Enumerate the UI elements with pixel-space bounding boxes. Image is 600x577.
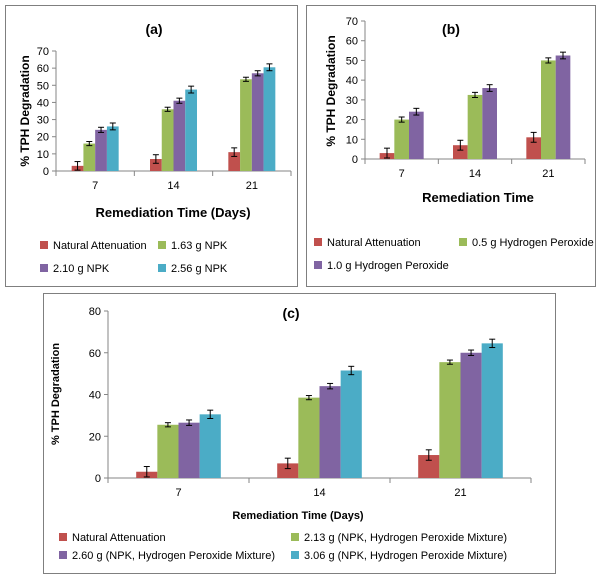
x-tick-label: 7	[92, 180, 98, 192]
chart-title: (c)	[282, 305, 299, 321]
bar-natural-14	[150, 159, 162, 171]
bar-s3-21	[555, 55, 571, 159]
y-tick-label: 40	[346, 75, 358, 87]
x-tick-label: 21	[542, 168, 554, 180]
bar-s4-21	[263, 67, 276, 171]
chart-panel-a: (a) % TPH Degradation Remediation Time (Da…	[5, 5, 298, 287]
y-tick-label: 0	[43, 166, 49, 178]
bar-natural-14	[453, 145, 468, 159]
bar-s2-14	[161, 109, 174, 171]
chart-c-svg: (c) % TPH Degradation Remediation Time (Da…	[50, 305, 532, 562]
y-tick-label: 50	[37, 80, 49, 92]
bar-s2-7	[394, 119, 409, 159]
y-tick-label: 0	[352, 154, 358, 166]
legend-swatch	[59, 551, 67, 559]
bar-s4-21	[481, 343, 503, 478]
legend-label: 0.5 g Hydrogen Peroxide	[472, 237, 594, 249]
x-axis-label: Remediation Time (Days)	[232, 510, 364, 522]
legend-label: Natural Attenuation	[327, 237, 421, 249]
bar-s3-21	[251, 73, 264, 171]
legend-swatch	[59, 533, 67, 541]
bar-s3-14	[173, 100, 186, 171]
chart-panel-c: (c) % TPH Degradation Remediation Time (Da…	[43, 293, 556, 574]
legend-label: Natural Attenuation	[72, 532, 166, 544]
y-tick-label: 60	[37, 63, 49, 75]
bar-natural-14	[277, 463, 299, 478]
y-tick-label: 0	[95, 473, 101, 485]
bar-s2-7	[157, 424, 179, 478]
bar-s2-7	[83, 143, 96, 171]
y-tick-label: 60	[346, 36, 358, 48]
y-tick-label: 70	[346, 16, 358, 28]
legend-swatch	[40, 264, 48, 272]
y-tick-label: 40	[37, 97, 49, 109]
x-tick-label: 7	[399, 168, 405, 180]
x-axis-label: Remediation Time (Days)	[95, 205, 250, 220]
x-tick-label: 21	[454, 487, 466, 499]
bar-s4-7	[106, 126, 119, 171]
bar-s3-7	[409, 111, 424, 159]
y-tick-label: 60	[89, 348, 101, 360]
y-tick-label: 40	[89, 390, 101, 402]
legend-label: 1.63 g NPK	[171, 240, 228, 252]
y-tick-label: 10	[37, 149, 49, 161]
x-tick-label: 14	[313, 487, 325, 499]
legend-label: Natural Attenuation	[53, 240, 147, 252]
legend-swatch	[291, 533, 299, 541]
y-tick-label: 20	[89, 431, 101, 443]
legend-label: 2.56 g NPK	[171, 263, 228, 275]
chart-title: (b)	[442, 21, 460, 37]
x-axis-label: Remediation Time	[422, 190, 534, 205]
legend-swatch	[459, 238, 467, 246]
y-tick-label: 20	[346, 115, 358, 127]
legend-label: 2.60 g (NPK, Hydrogen Peroxide Mixture)	[72, 550, 275, 562]
bar-s3-7	[178, 422, 200, 478]
x-tick-label: 7	[175, 487, 181, 499]
bar-s2-14	[298, 397, 320, 478]
bar-s3-14	[319, 386, 341, 478]
chart-title: (a)	[145, 21, 162, 37]
chart-b-svg: (b) % TPH Degradation Remediation Time 0 10 2…	[314, 16, 594, 272]
y-axis-label: % TPH Degradation	[324, 35, 338, 146]
bar-s2-14	[467, 94, 483, 159]
y-axis-label: % TPH Degradation	[50, 343, 62, 445]
y-tick-label: 70	[37, 46, 49, 58]
bar-s4-14	[185, 89, 197, 171]
bar-s4-14	[340, 370, 362, 478]
y-tick-label: 20	[37, 132, 49, 144]
legend-label: 2.13 g (NPK, Hydrogen Peroxide Mixture)	[304, 532, 507, 544]
bar-s3-7	[95, 129, 107, 171]
bar-s2-21	[541, 60, 556, 159]
bar-natural-21	[228, 152, 241, 171]
legend-swatch	[291, 551, 299, 559]
bar-natural-21	[418, 455, 440, 478]
bar-s4-7	[199, 414, 221, 478]
y-axis-label: % TPH Degradation	[18, 55, 32, 166]
y-tick-label: 30	[346, 95, 358, 107]
legend-label: 1.0 g Hydrogen Peroxide	[327, 260, 449, 272]
legend-swatch	[158, 241, 166, 249]
bar-natural-21	[526, 137, 541, 159]
legend-swatch	[40, 241, 48, 249]
chart-a-svg: (a) % TPH Degradation Remediation Time (Da…	[18, 21, 292, 275]
y-tick-label: 50	[346, 55, 358, 67]
x-tick-label: 14	[167, 180, 179, 192]
legend-swatch	[314, 261, 322, 269]
x-tick-label: 21	[246, 180, 258, 192]
bar-s3-21	[460, 352, 482, 478]
legend-swatch	[314, 238, 322, 246]
legend-label: 2.10 g NPK	[53, 263, 110, 275]
bar-s3-14	[482, 88, 497, 159]
chart-panel-b: (b) % TPH Degradation Remediation Time 0 10 2…	[306, 5, 596, 287]
y-tick-label: 30	[37, 115, 49, 127]
bar-s2-21	[439, 362, 461, 478]
bar-s2-21	[240, 79, 252, 171]
y-tick-label: 10	[346, 134, 358, 146]
x-tick-label: 14	[469, 168, 481, 180]
legend-swatch	[158, 264, 166, 272]
legend-label: 3.06 g (NPK, Hydrogen Peroxide Mixture)	[304, 550, 507, 562]
y-tick-label: 80	[89, 306, 101, 318]
